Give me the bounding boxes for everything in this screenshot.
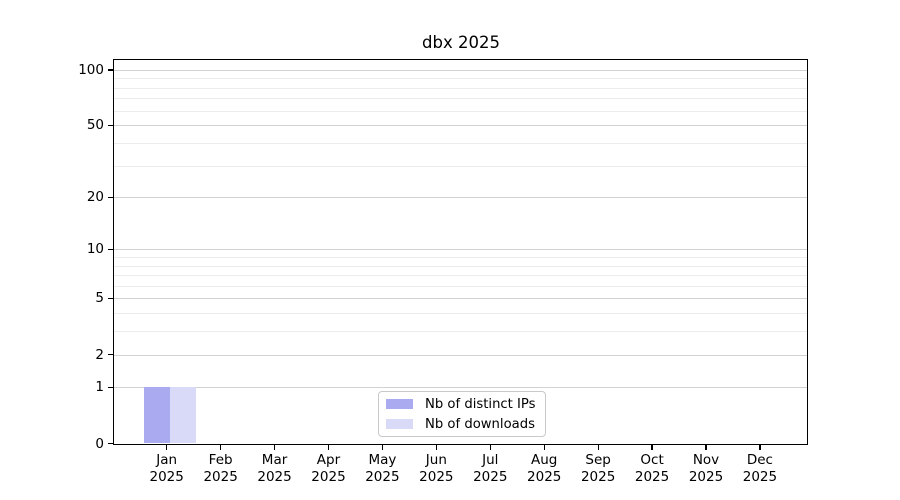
x-axis-tick-label: Jul 2025: [473, 451, 508, 485]
y-tick-mark: [108, 354, 114, 356]
x-tick-mark: [381, 443, 383, 450]
y-tick-mark: [108, 124, 114, 126]
y-axis-tick-label: 5: [95, 290, 104, 307]
x-tick-mark: [705, 443, 707, 450]
x-axis-tick-label: Oct 2025: [634, 451, 670, 485]
x-axis-tick-label: May 2025: [365, 451, 400, 485]
y-axis-tick-label: 100: [78, 61, 104, 78]
x-tick-mark: [543, 443, 545, 450]
x-axis-tick-label: Jan 2025: [149, 451, 184, 485]
y-axis-tick-label: 20: [86, 189, 104, 206]
legend-swatch-distinct-ips: [386, 399, 413, 409]
minor-gridline: [114, 257, 807, 259]
x-axis-tick-label: Jun 2025: [419, 451, 454, 485]
x-tick-mark: [651, 443, 653, 450]
legend-item-downloads: Nb of downloads: [386, 416, 537, 432]
x-tick-mark: [220, 443, 222, 450]
x-tick-mark: [435, 443, 437, 450]
minor-gridline: [114, 87, 807, 89]
minor-gridline: [114, 265, 807, 267]
major-gridline: [114, 69, 807, 71]
x-tick-mark: [489, 443, 491, 450]
chart-title: dbx 2025: [422, 33, 500, 52]
y-tick-mark: [108, 297, 114, 300]
legend-swatch-downloads: [386, 419, 413, 429]
minor-gridline: [114, 331, 807, 333]
x-tick-mark: [759, 443, 761, 450]
y-tick-mark: [108, 69, 114, 71]
legend-item-distinct-ips: Nb of distinct IPs: [386, 396, 537, 412]
x-axis-tick-label: Mar 2025: [257, 451, 292, 485]
major-gridline: [114, 125, 807, 127]
plot-area: [113, 59, 808, 445]
x-tick-mark: [166, 443, 168, 450]
y-tick-mark: [108, 248, 114, 251]
y-tick-mark: [108, 386, 114, 389]
x-axis-tick-label: Sep 2025: [580, 451, 616, 485]
x-axis-tick-label: Apr 2025: [311, 451, 346, 485]
legend-item-label: Nb of downloads: [425, 416, 535, 432]
minor-gridline: [114, 275, 807, 277]
legend: Nb of distinct IPs Nb of downloads: [378, 391, 546, 437]
major-gridline: [114, 298, 807, 300]
x-axis-tick-label: Dec 2025: [742, 451, 778, 485]
y-tick-mark: [108, 196, 114, 198]
minor-gridline: [114, 142, 807, 144]
y-axis-tick-label: 2: [95, 346, 104, 363]
major-gridline: [114, 354, 807, 356]
bar-distinct-ips: [144, 387, 170, 444]
x-tick-mark: [597, 443, 599, 450]
x-axis-tick-label: Feb 2025: [203, 451, 238, 485]
x-tick-mark: [327, 443, 330, 450]
x-tick-mark: [273, 443, 276, 450]
y-tick-mark: [108, 443, 114, 445]
y-axis-tick-label: 10: [86, 241, 104, 258]
y-axis-tick-label: 0: [95, 435, 104, 452]
y-axis-tick-label: 1: [95, 379, 104, 396]
major-gridline: [114, 197, 807, 199]
x-axis-tick-label: Nov 2025: [688, 451, 724, 485]
legend-item-label: Nb of distinct IPs: [425, 396, 536, 412]
minor-gridline: [114, 285, 807, 287]
x-axis-tick-label: Aug 2025: [527, 451, 562, 485]
major-gridline: [114, 249, 807, 251]
minor-gridline: [114, 98, 807, 100]
major-gridline: [114, 387, 807, 389]
minor-gridline: [114, 78, 807, 80]
minor-gridline: [114, 313, 807, 315]
bar-downloads: [170, 387, 196, 444]
y-axis-tick-label: 50: [86, 117, 104, 134]
minor-gridline: [114, 110, 807, 112]
minor-gridline: [114, 165, 807, 167]
